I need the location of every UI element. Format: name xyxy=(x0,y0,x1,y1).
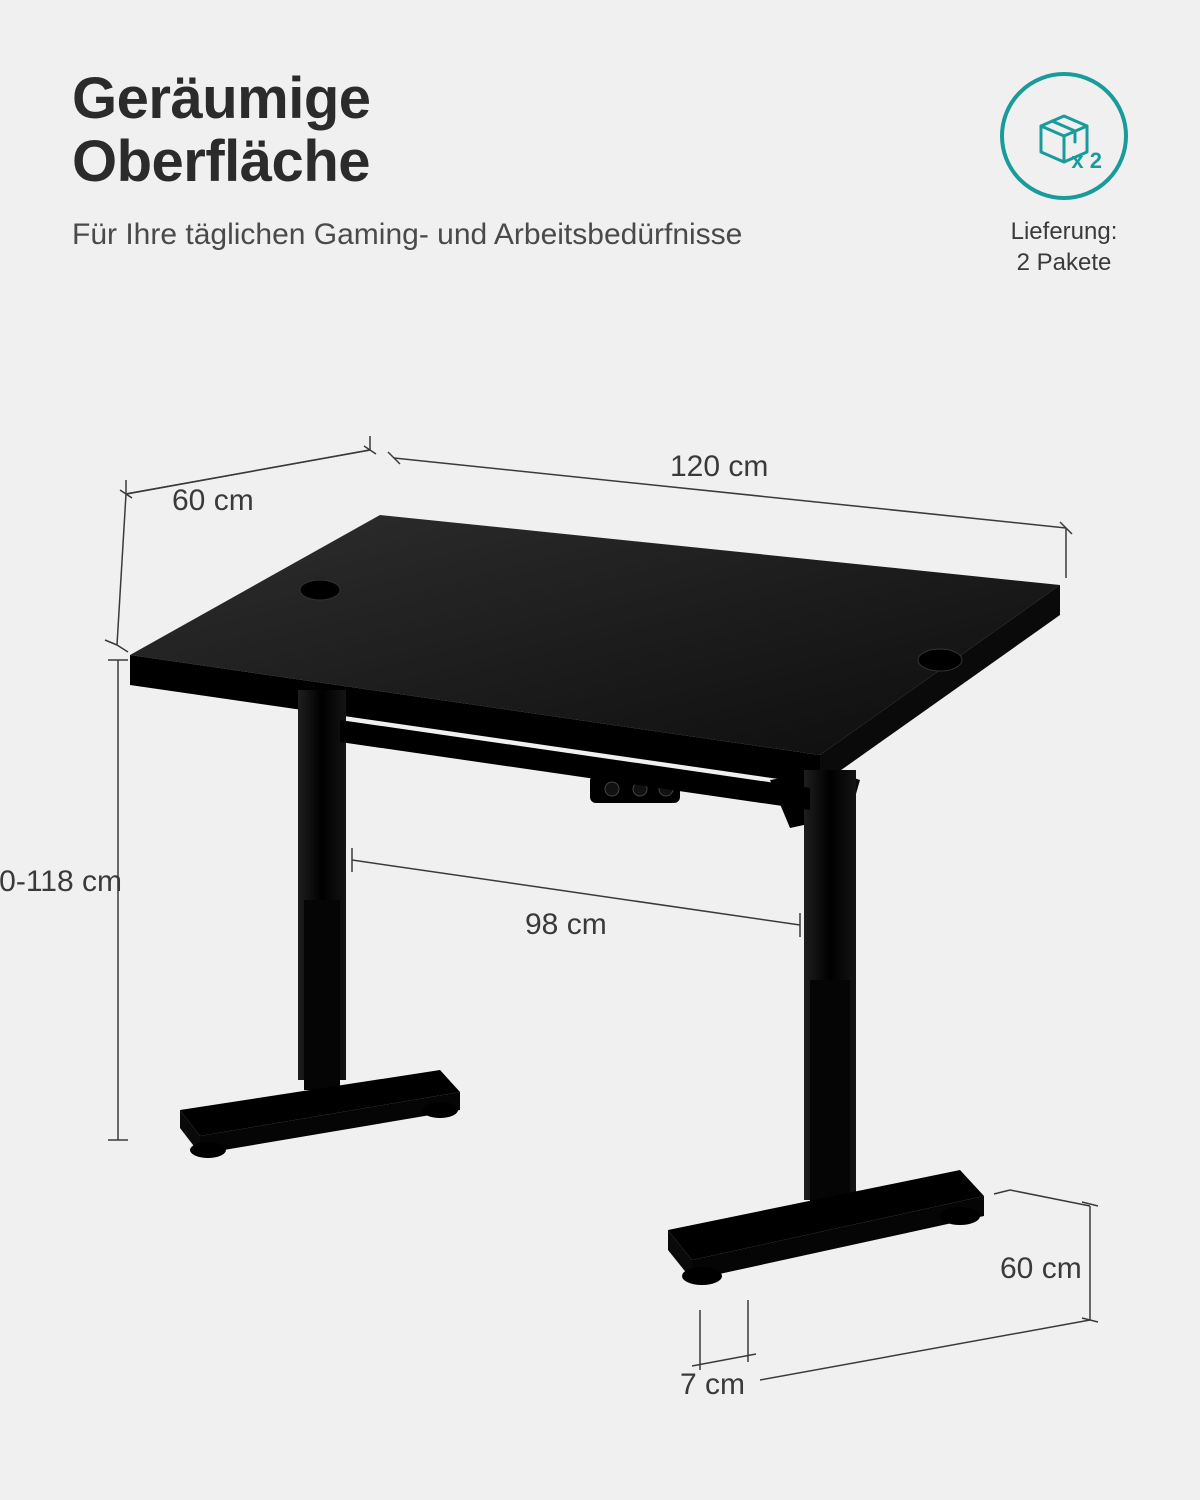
title-line1: Geräumige xyxy=(72,66,371,131)
title-block: Geräumige Oberfläche Für Ihre täglichen … xyxy=(72,68,742,256)
dim-height: 70-118 cm xyxy=(0,865,122,899)
desk-top xyxy=(130,515,1060,785)
badge-caption-line2: 2 Pakete xyxy=(1017,249,1112,276)
header: Geräumige Oberfläche Für Ihre täglichen … xyxy=(72,68,1128,278)
dim-foot-width: 7 cm xyxy=(680,1368,745,1402)
badge-circle: x 2 xyxy=(1000,72,1128,200)
title-line2: Oberfläche xyxy=(72,129,370,194)
dim-width-top: 120 cm xyxy=(670,450,768,484)
delivery-badge: x 2 Lieferung: 2 Pakete xyxy=(1000,72,1128,278)
page-title: Geräumige Oberfläche xyxy=(72,68,742,193)
badge-caption: Lieferung: 2 Pakete xyxy=(1011,216,1118,278)
badge-count: x 2 xyxy=(1071,148,1102,174)
desk-diagram: 60 cm 120 cm 70-118 cm 98 cm 60 cm 7 cm xyxy=(0,420,1200,1420)
dim-leg-span: 98 cm xyxy=(525,908,607,942)
dim-foot-depth: 60 cm xyxy=(1000,1252,1082,1286)
badge-caption-line1: Lieferung: xyxy=(1011,218,1118,245)
left-leg xyxy=(180,690,460,1158)
right-leg xyxy=(668,770,984,1285)
page-subtitle: Für Ihre täglichen Gaming- und Arbeitsbe… xyxy=(72,215,742,256)
dim-depth-top: 60 cm xyxy=(172,484,254,518)
